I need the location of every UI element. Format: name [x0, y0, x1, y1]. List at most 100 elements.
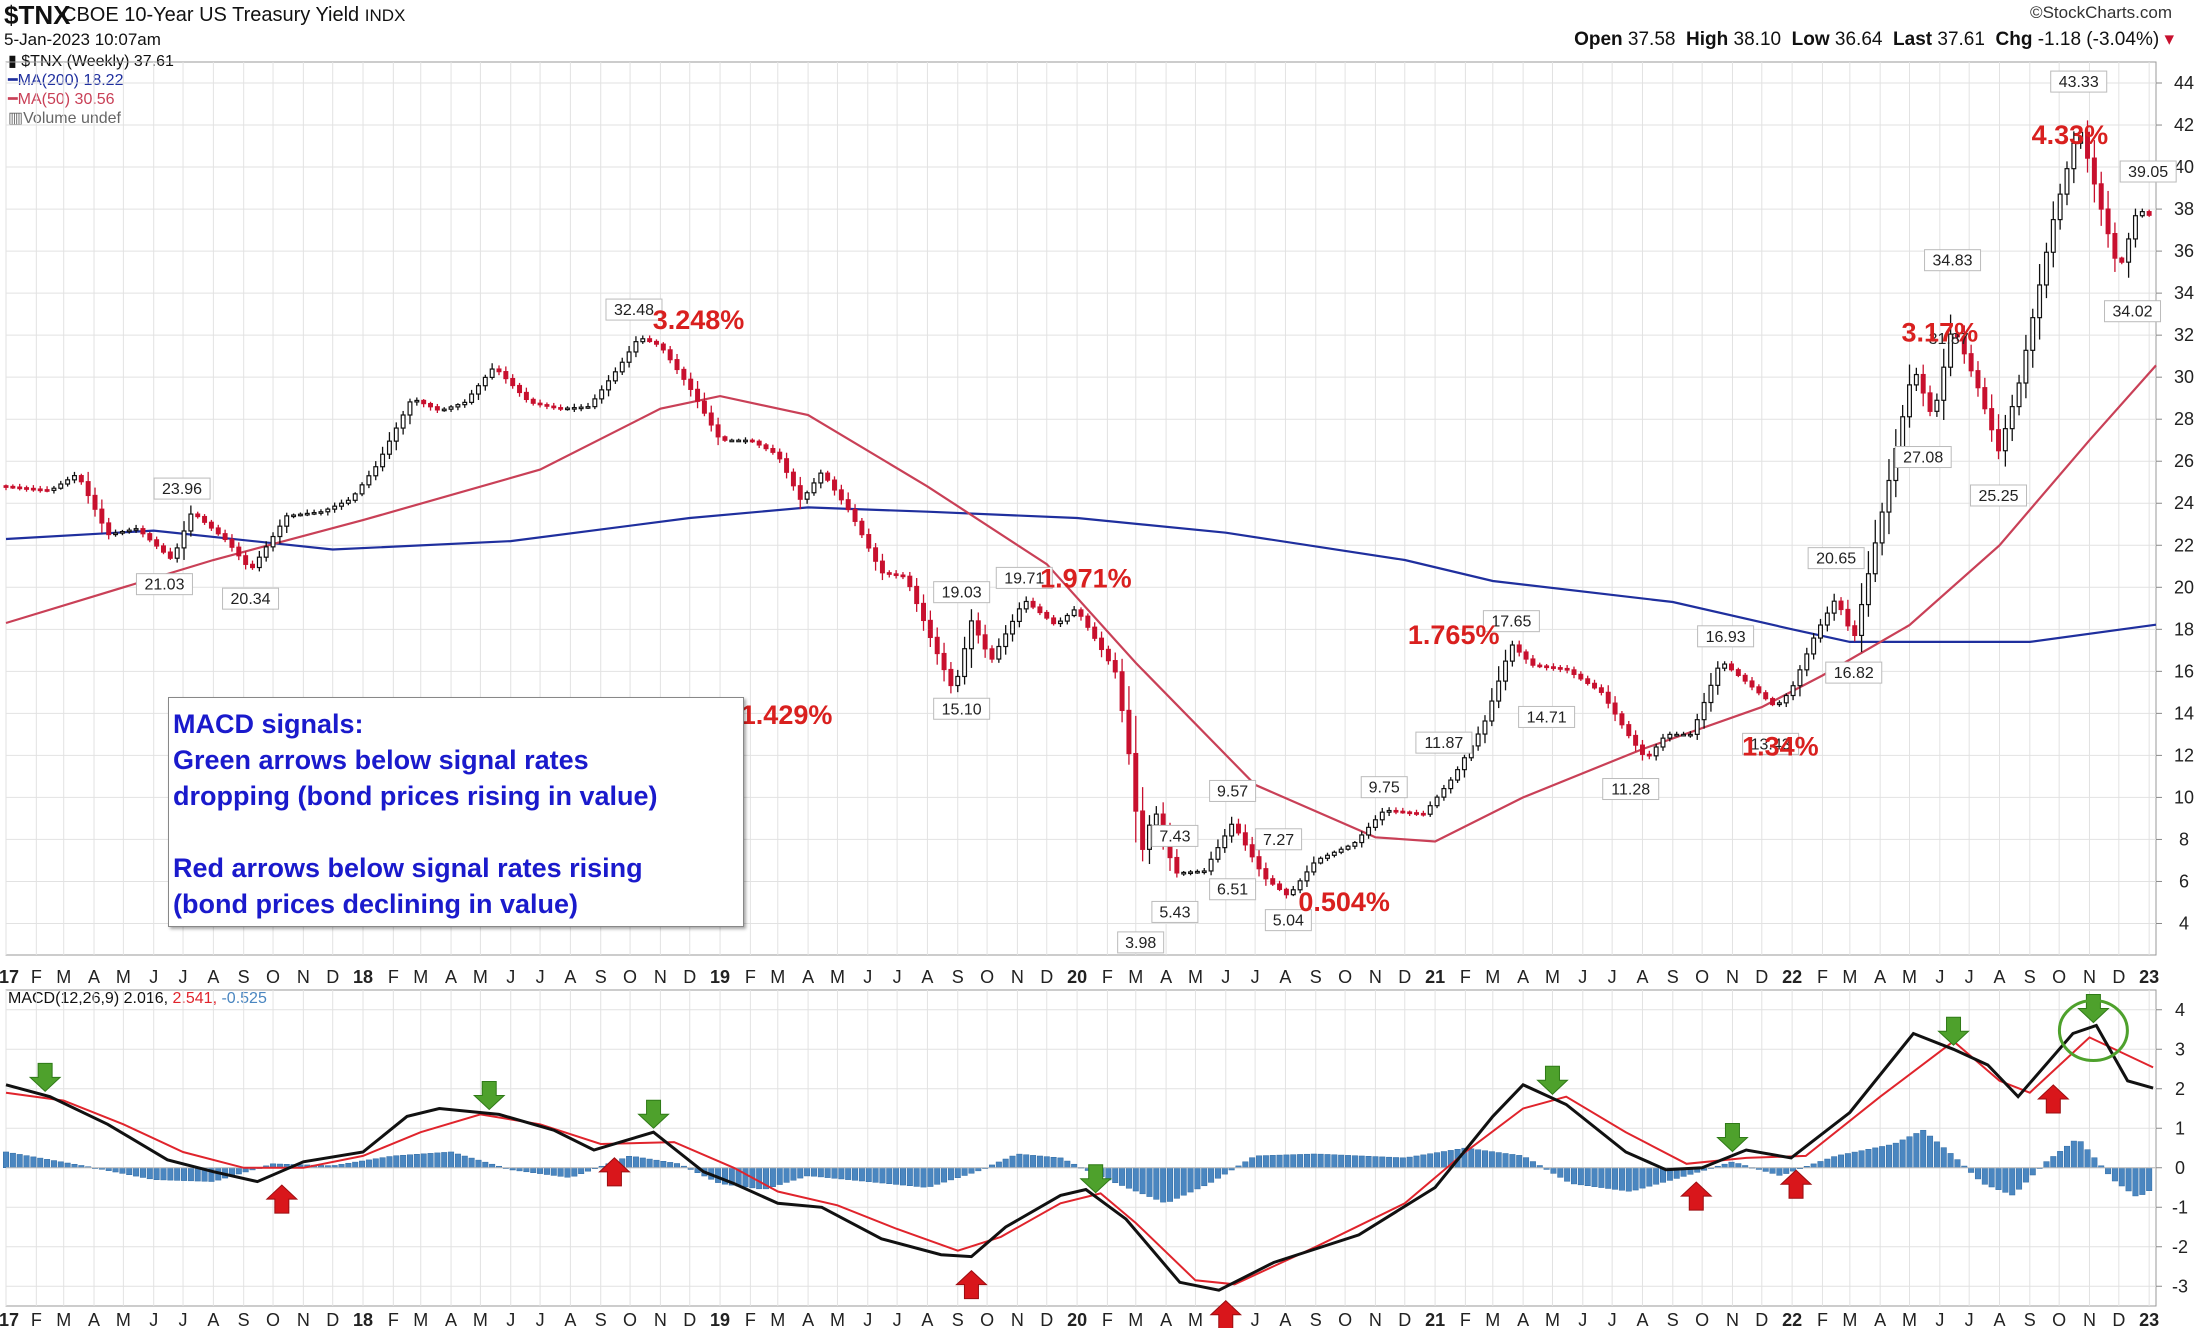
macd-x-tick-label: M [413, 1310, 428, 1328]
price-x-tick-label: F [1460, 967, 1471, 987]
macd-x-tick-label: J [863, 1310, 872, 1328]
macd-x-tick-label: S [595, 1310, 607, 1328]
macd-histogram-bar [564, 1167, 571, 1178]
candle-down [784, 458, 790, 473]
macd-histogram-bar [831, 1167, 838, 1179]
price-y-tick-label: 16 [2174, 661, 2194, 681]
candle-down [106, 522, 112, 536]
candle-up [2043, 251, 2049, 286]
candle-up [441, 408, 447, 412]
macd-histogram-bar [1988, 1167, 1995, 1188]
macd-histogram-bar [1098, 1167, 1105, 1178]
macd-histogram-bar [502, 1167, 509, 1169]
candle-down [1592, 682, 1598, 689]
macd-histogram-bar [324, 1165, 331, 1169]
macd-x-tick-label: 18 [353, 1310, 373, 1328]
macd-histogram-bar [646, 1158, 653, 1169]
macd-histogram-bar [1091, 1167, 1098, 1174]
ohlc-readout: Open 37.58 High 38.10 Low 36.64 Last 37.… [1574, 29, 2174, 50]
candle-up [1188, 871, 1194, 875]
price-x-tick-label: O [2052, 967, 2066, 987]
macd-histogram-bar [37, 1157, 44, 1169]
macd-x-tick-label: A [88, 1310, 100, 1328]
candle-up [475, 385, 481, 395]
candle-down [215, 527, 221, 535]
price-label: 34.83 [1933, 253, 1973, 270]
macd-histogram-bar [215, 1167, 222, 1181]
macd-histogram-bar [1365, 1156, 1372, 1168]
candle-down [530, 398, 536, 404]
macd-x-tick-label: O [980, 1310, 994, 1328]
macd-histogram-bar [146, 1167, 153, 1180]
macd-histogram-bar [1345, 1155, 1352, 1169]
candle-up [1660, 737, 1666, 748]
price-y-tick-label: 26 [2174, 451, 2194, 471]
macd-histogram-bar [1488, 1151, 1495, 1168]
candle-up [1455, 769, 1461, 781]
macd-histogram-bar [1831, 1156, 1838, 1169]
macd-histogram-bar [1865, 1149, 1872, 1169]
candle-up [1359, 834, 1365, 844]
candle-up [359, 484, 365, 495]
candle-up [1941, 366, 1947, 401]
price-label-box [1415, 731, 1473, 754]
macd-histogram-bar [708, 1167, 715, 1180]
candle-down [1051, 617, 1057, 625]
macd-histogram-bar [817, 1167, 824, 1178]
candle-up [414, 399, 420, 403]
candle-up [174, 547, 180, 559]
macd-x-tick-label: 20 [1067, 1310, 1087, 1328]
candle-down [832, 479, 837, 491]
candle-down [434, 406, 440, 411]
macd-histogram-bar [769, 1167, 776, 1187]
candle-up [606, 380, 612, 391]
macd-histogram-bar [98, 1167, 105, 1170]
macd-histogram-bar [359, 1160, 366, 1169]
candle-up [2050, 218, 2056, 253]
macd-histogram-bar [365, 1159, 372, 1168]
price-y-tick-label: 12 [2174, 745, 2194, 765]
macd-histogram-bar [1064, 1160, 1071, 1168]
candle-down [722, 436, 728, 441]
candle-up [2030, 317, 2036, 351]
price-label: 5.43 [1159, 904, 1190, 921]
macd-x-tick-label: N [1726, 1310, 1739, 1328]
macd-histogram-bar [2022, 1167, 2029, 1183]
macd-histogram-bar [1927, 1135, 1934, 1169]
macd-histogram-bar [331, 1165, 338, 1168]
macd-histogram-bar [585, 1167, 591, 1172]
candle-up [1201, 870, 1207, 874]
price-x-tick-label: J [893, 967, 902, 987]
macd-histogram-bar [1221, 1167, 1228, 1175]
candle-down [99, 508, 105, 524]
macd-histogram-bar [482, 1161, 489, 1169]
candle-up [1379, 811, 1385, 821]
price-y-tick-label: 36 [2174, 241, 2194, 261]
macd-x-tick-label: J [1935, 1310, 1944, 1328]
macd-histogram-bar [995, 1161, 1002, 1168]
candle-up [284, 515, 290, 527]
candle-down [1133, 752, 1139, 812]
candle-down [1537, 664, 1543, 668]
price-x-tick-label: N [1011, 967, 1024, 987]
price-x-tick-label: J [179, 967, 188, 987]
price-x-tick-label: J [1935, 967, 1944, 987]
candle-up [1229, 823, 1235, 837]
chevron-down-icon[interactable]: ▾ [2164, 29, 2174, 50]
candle-up [1290, 889, 1296, 896]
candle-down [1920, 373, 1926, 394]
macd-histogram-bar [824, 1167, 831, 1178]
candle-up [373, 466, 379, 477]
candle-down [1078, 609, 1084, 617]
signal-line [5, 1036, 2154, 1286]
candle-up [633, 341, 639, 353]
price-y-tick-label: 42 [2174, 115, 2194, 135]
macd-histogram-bar [598, 1165, 605, 1168]
candle-down [154, 539, 160, 547]
candle-up [455, 404, 461, 408]
macd-histogram-bar [1981, 1167, 1988, 1185]
yield-annotation: 1.34% [1742, 731, 1819, 761]
candle-up [1475, 733, 1481, 747]
macd-histogram-bar [1687, 1167, 1694, 1175]
green-arrow-down-icon [637, 1099, 670, 1129]
